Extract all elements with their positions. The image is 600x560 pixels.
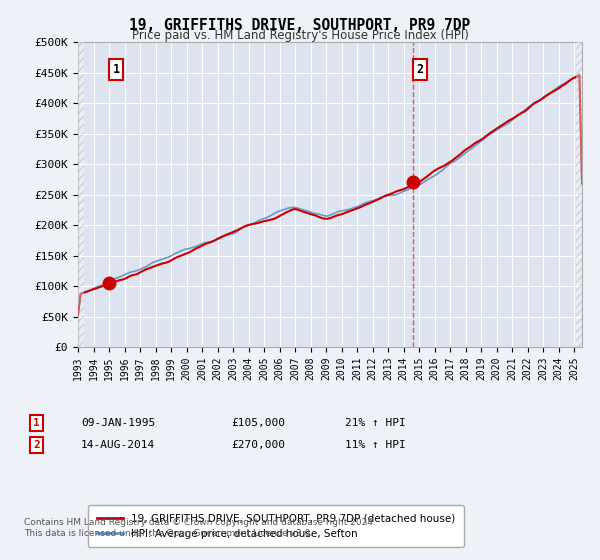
Text: Price paid vs. HM Land Registry's House Price Index (HPI): Price paid vs. HM Land Registry's House …	[131, 29, 469, 42]
Text: 11% ↑ HPI: 11% ↑ HPI	[345, 440, 406, 450]
Text: Contains HM Land Registry data © Crown copyright and database right 2024.
This d: Contains HM Land Registry data © Crown c…	[24, 518, 376, 538]
Text: 19, GRIFFITHS DRIVE, SOUTHPORT, PR9 7DP: 19, GRIFFITHS DRIVE, SOUTHPORT, PR9 7DP	[130, 18, 470, 33]
Text: £270,000: £270,000	[231, 440, 285, 450]
Text: 1: 1	[113, 63, 120, 76]
Text: 14-AUG-2014: 14-AUG-2014	[81, 440, 155, 450]
Legend: 19, GRIFFITHS DRIVE, SOUTHPORT, PR9 7DP (detached house), HPI: Average price, de: 19, GRIFFITHS DRIVE, SOUTHPORT, PR9 7DP …	[88, 505, 464, 547]
Text: 2: 2	[416, 63, 424, 76]
Text: 1: 1	[33, 418, 40, 428]
Text: 2: 2	[33, 440, 40, 450]
Text: 21% ↑ HPI: 21% ↑ HPI	[345, 418, 406, 428]
Text: 09-JAN-1995: 09-JAN-1995	[81, 418, 155, 428]
Text: £105,000: £105,000	[231, 418, 285, 428]
